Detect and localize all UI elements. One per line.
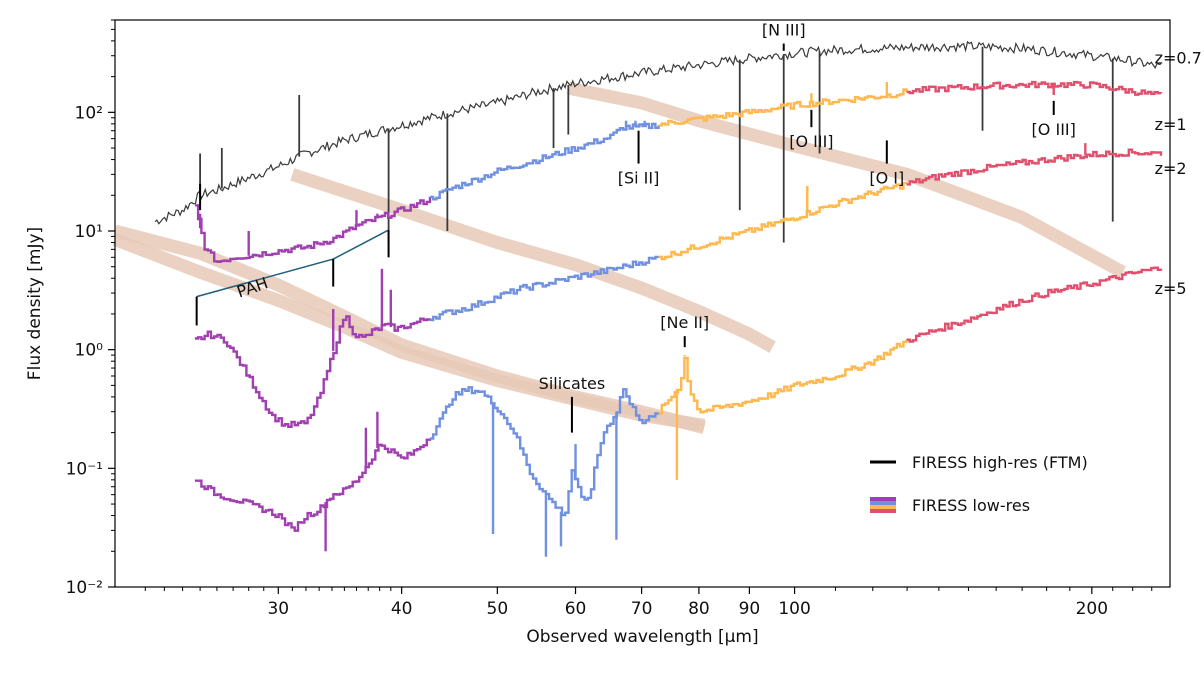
legend-lowres-swatch	[870, 509, 896, 513]
series-line	[194, 315, 432, 428]
y-tick-label: 10²	[75, 103, 103, 123]
series-label: z=0.7	[1155, 48, 1202, 67]
x-tick-label: 100	[778, 599, 810, 619]
redshift-track	[113, 224, 706, 434]
y-axis-title: Flux density [mJy]	[25, 227, 45, 380]
x-tick-label: 80	[688, 599, 710, 619]
series-line	[430, 122, 660, 201]
series-line	[430, 255, 660, 322]
legend-lowres-swatch	[870, 497, 896, 501]
x-tick-label: 60	[565, 599, 587, 619]
legend-lowres-swatch	[870, 505, 896, 509]
series-line	[658, 181, 908, 261]
x-axis-title: Observed wavelength [μm]	[526, 627, 758, 647]
series-line	[154, 40, 1162, 225]
line-marker-label: [N III]	[762, 21, 806, 40]
line-marker-label: Silicates	[539, 374, 606, 393]
y-tick-label: 10⁻¹	[66, 459, 103, 479]
plot-frame	[114, 19, 1171, 588]
series-line	[906, 148, 1163, 186]
y-tick-label: 10⁻²	[66, 578, 103, 598]
series-line	[194, 196, 432, 263]
x-tick-label: 30	[267, 599, 289, 619]
redshift-tracks	[112, 81, 1126, 434]
line-marker-label: [O I]	[869, 169, 904, 188]
legend-lowres-label: FIRESS low-res	[912, 496, 1030, 515]
legend-lowres-swatch	[870, 501, 896, 505]
x-tick-label: 70	[631, 599, 653, 619]
line-marker-label: [O III]	[1032, 120, 1076, 139]
x-tick-label: 90	[739, 599, 761, 619]
series-line	[906, 266, 1163, 343]
series-line	[658, 88, 908, 127]
series-line	[430, 386, 660, 517]
y-tick-label: 10¹	[75, 222, 103, 242]
x-tick-label: 50	[487, 599, 509, 619]
series-line	[658, 339, 908, 415]
legend-highres-label: FIRESS high-res (FTM)	[912, 453, 1088, 472]
legend: FIRESS high-res (FTM) FIRESS low-res	[870, 453, 1088, 515]
series-line	[194, 438, 432, 532]
axis-ticks: 30 40 50 60 70 80 90 100 200 10⁻² 10⁻¹ 10⁰ 10¹ 10²	[66, 19, 1153, 619]
x-tick-label: 40	[391, 599, 413, 619]
redshift-track	[290, 168, 776, 353]
line-marker-label: [Ne II]	[660, 313, 709, 332]
redshift-track	[567, 81, 1126, 278]
y-tick-label: 10⁰	[75, 341, 104, 361]
line-marker-label: [O III]	[789, 132, 833, 151]
line-marker-label: [Si II]	[618, 169, 660, 188]
x-tick-label: 200	[1076, 599, 1108, 619]
series-line	[906, 80, 1163, 96]
series-group	[154, 40, 1163, 557]
